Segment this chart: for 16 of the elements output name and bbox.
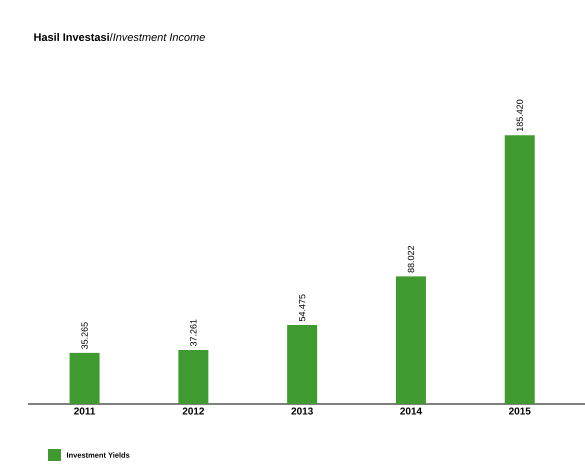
x-tick-label: 2013	[291, 408, 313, 415]
chart-title: Hasil Investasi/Investment Income	[34, 32, 205, 42]
data-label: 37.261	[190, 319, 197, 346]
x-tick-label: 2014	[400, 408, 422, 415]
x-tick-label: 2012	[182, 408, 204, 415]
bar	[396, 276, 426, 404]
x-tick-label: 2015	[509, 408, 531, 415]
bar	[287, 325, 318, 404]
bar	[504, 135, 535, 404]
bar	[70, 352, 100, 404]
bar	[178, 350, 208, 404]
data-label: 35.265	[81, 322, 88, 350]
data-label: 54.475	[299, 294, 306, 322]
data-label: 88.022	[408, 246, 414, 273]
data-label: 185.420	[516, 100, 523, 132]
x-tick-label: 2011	[74, 408, 96, 415]
